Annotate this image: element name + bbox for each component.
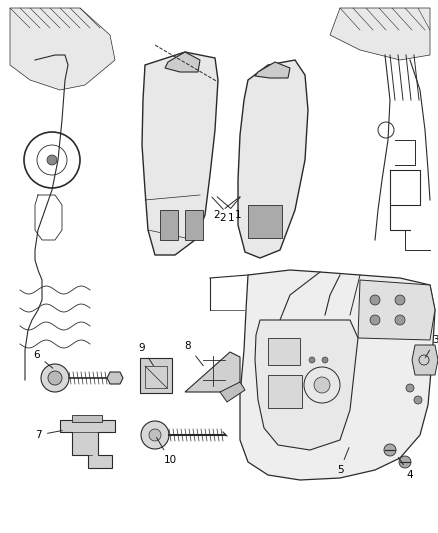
Circle shape: [314, 377, 330, 393]
Text: 5: 5: [337, 448, 349, 475]
Polygon shape: [185, 352, 240, 392]
Polygon shape: [238, 60, 308, 258]
Polygon shape: [255, 320, 358, 450]
Text: 3: 3: [425, 335, 438, 358]
Circle shape: [414, 396, 422, 404]
Polygon shape: [60, 420, 115, 468]
Polygon shape: [165, 52, 200, 72]
Polygon shape: [10, 8, 115, 90]
Polygon shape: [142, 52, 218, 255]
Polygon shape: [240, 270, 435, 480]
Text: 10: 10: [156, 438, 177, 465]
Polygon shape: [412, 345, 438, 375]
Polygon shape: [268, 338, 300, 365]
Polygon shape: [358, 280, 435, 340]
Text: 1: 1: [217, 197, 242, 220]
Circle shape: [322, 357, 328, 363]
Text: 7: 7: [35, 430, 62, 440]
Polygon shape: [107, 372, 123, 384]
Circle shape: [47, 155, 57, 165]
Text: 8: 8: [185, 341, 203, 366]
Text: 9: 9: [139, 343, 153, 366]
Text: 2: 2: [219, 197, 240, 223]
Circle shape: [309, 357, 315, 363]
Polygon shape: [248, 205, 282, 238]
Circle shape: [406, 384, 414, 392]
Circle shape: [384, 444, 396, 456]
Polygon shape: [220, 382, 245, 402]
Circle shape: [399, 456, 411, 468]
Circle shape: [141, 421, 169, 449]
Circle shape: [370, 295, 380, 305]
Circle shape: [370, 315, 380, 325]
Circle shape: [395, 295, 405, 305]
Polygon shape: [330, 8, 430, 60]
Polygon shape: [255, 62, 290, 78]
Text: 6: 6: [33, 350, 53, 368]
Circle shape: [41, 364, 69, 392]
Text: 1: 1: [212, 197, 235, 223]
Polygon shape: [160, 210, 178, 240]
Polygon shape: [140, 358, 172, 393]
Polygon shape: [268, 375, 302, 408]
Circle shape: [395, 315, 405, 325]
Polygon shape: [185, 210, 203, 240]
Text: 4: 4: [399, 457, 413, 480]
Polygon shape: [72, 415, 102, 422]
Circle shape: [48, 371, 62, 385]
Circle shape: [149, 429, 161, 441]
Text: 2: 2: [213, 197, 240, 220]
